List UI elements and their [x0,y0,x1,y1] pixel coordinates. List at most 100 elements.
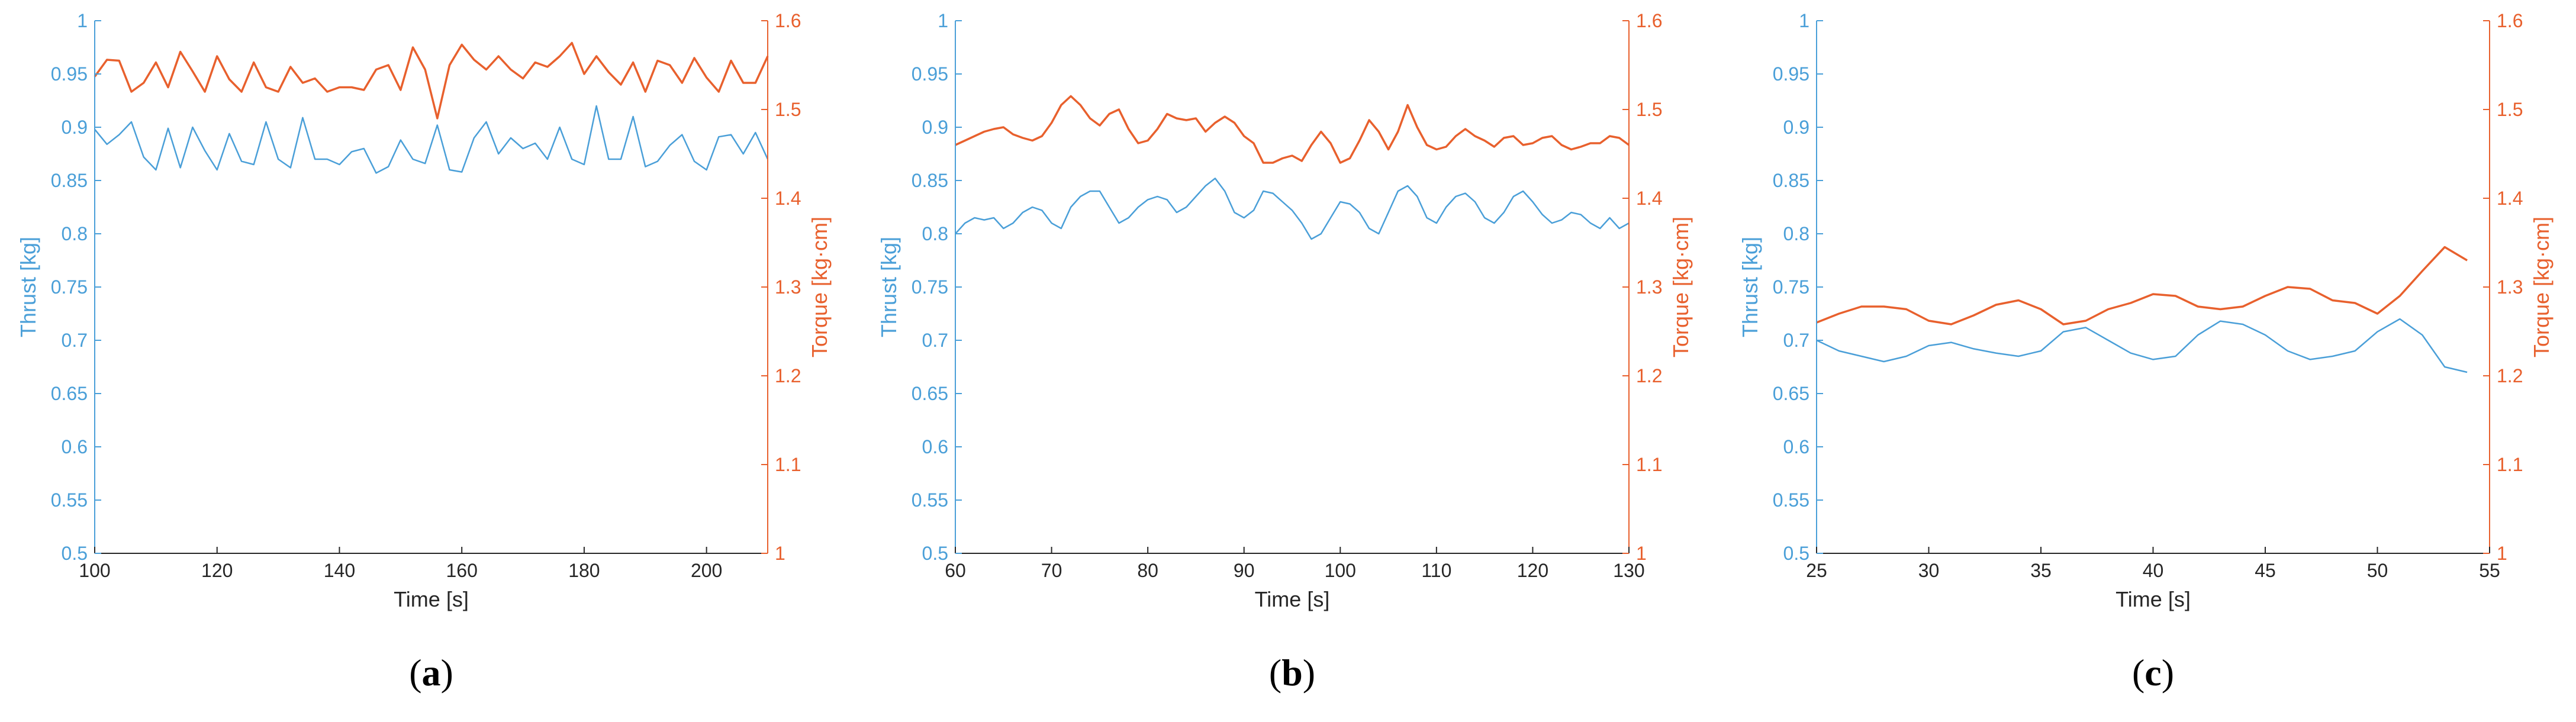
thrust-line [955,178,1630,240]
right-y-tick-label: 1.2 [1636,365,1662,386]
caption-part: a [422,652,441,694]
x-tick-label: 100 [79,560,110,581]
x-tick-label: 140 [324,560,355,581]
x-tick-label: 110 [1421,560,1451,581]
left-y-tick-label: 0.65 [51,383,88,404]
left-y-tick-label: 1 [77,10,88,31]
left-y-tick-label: 0.6 [1783,436,1809,457]
x-tick-label: 25 [1806,560,1827,581]
right-y-axis-label: Torque [kg·cm] [2529,217,2554,357]
caption-part: ( [409,652,421,694]
left-y-tick-label: 0.9 [1783,117,1809,138]
x-axis-label: Time [s] [1255,587,1330,611]
left-y-tick-label: 0.65 [912,383,948,404]
panel-caption: (b) [1269,652,1315,694]
right-y-tick-label: 1 [1636,543,1647,564]
left-y-tick-label: 0.85 [1773,170,1809,191]
right-y-tick-label: 1.3 [775,276,801,298]
right-y-tick-label: 1.3 [2497,276,2523,298]
left-y-tick-label: 0.85 [912,170,948,191]
panel-c: 25 30 35 40 45 50 55 0.5 0.55 0.6 0.65 0.7 0.75 0.8 0.… [1738,10,2554,694]
right-y-tick-label: 1.1 [1636,454,1662,475]
x-tick-label: 55 [2479,560,2500,581]
right-y-tick-label: 1 [775,543,785,564]
left-y-tick-label: 0.7 [922,330,948,351]
caption-part: ) [1303,652,1315,694]
right-y-tick-label: 1.2 [775,365,801,386]
left-y-tick-label: 0.55 [1773,489,1809,511]
panel-a: 100 120 140 160 180 200 0.5 0.55 0.6 0.65 0.7 0.75 0… [16,10,832,694]
caption-part: ( [2132,652,2144,694]
x-tick-label: 200 [691,560,722,581]
x-tick-label: 100 [1325,560,1356,581]
left-y-tick-label: 0.8 [62,223,88,244]
x-tick-label: 80 [1137,560,1158,581]
left-y-tick-label: 0.9 [922,117,948,138]
left-y-tick-label: 0.95 [51,63,88,85]
left-y-tick-label: 0.6 [62,436,88,457]
left-y-tick-label: 1 [938,10,948,31]
x-tick-label: 40 [2143,560,2164,581]
torque-line [955,95,1630,164]
x-tick-label: 120 [201,560,233,581]
left-y-axis-label: Thrust [kg] [1738,237,1762,337]
x-tick-label: 120 [1517,560,1548,581]
right-y-tick-label: 1.4 [2497,188,2523,209]
left-y-tick-label: 0.85 [51,170,88,191]
right-y-axis-label: Torque [kg·cm] [1669,217,1693,357]
left-y-tick-label: 0.6 [922,436,948,457]
caption-part: ) [2162,652,2174,694]
left-y-tick-label: 0.65 [1773,383,1809,404]
panel-b: 60 70 80 90 100 110 120 130 0.5 0.55 0.6 0.65 0.7 0.7… [877,10,1693,694]
thrust-line [94,105,769,174]
x-axis-label: Time [s] [2115,587,2191,611]
left-y-tick-label: 0.55 [912,489,948,511]
right-y-tick-label: 1.1 [775,454,801,475]
right-y-tick-label: 1 [2497,543,2507,564]
x-tick-label: 130 [1613,560,1644,581]
right-y-tick-label: 1.6 [1636,10,1662,31]
right-y-tick-label: 1.1 [2497,454,2523,475]
right-y-tick-label: 1.5 [2497,99,2523,120]
right-y-tick-label: 1.6 [2497,10,2523,31]
x-tick-label: 90 [1234,560,1255,581]
x-tick-label: 60 [945,560,966,581]
left-y-axis-label: Thrust [kg] [877,237,901,337]
left-y-tick-label: 0.7 [62,330,88,351]
x-tick-label: 160 [446,560,477,581]
left-y-tick-label: 0.75 [912,276,948,298]
left-y-axis-label: Thrust [kg] [16,237,40,337]
right-y-tick-label: 1.5 [1636,99,1662,120]
left-y-tick-label: 0.9 [62,117,88,138]
right-y-tick-label: 1.4 [775,188,801,209]
left-y-tick-label: 0.5 [1783,543,1809,564]
right-y-tick-label: 1.3 [1636,276,1662,298]
caption-part: ( [1269,652,1281,694]
left-y-tick-label: 0.7 [1783,330,1809,351]
left-y-tick-label: 0.8 [922,223,948,244]
panel-caption: (a) [409,652,453,694]
left-y-tick-label: 0.75 [51,276,88,298]
right-y-tick-label: 1.4 [1636,188,1662,209]
x-tick-label: 45 [2255,560,2276,581]
torque-line [94,41,769,120]
x-tick-label: 180 [568,560,600,581]
caption-part: ) [441,652,453,694]
left-y-tick-label: 0.5 [922,543,948,564]
left-y-tick-label: 0.75 [1773,276,1809,298]
x-tick-label: 50 [2367,560,2388,581]
right-y-axis-label: Torque [kg·cm] [807,217,832,357]
right-y-tick-label: 1.6 [775,10,801,31]
x-tick-label: 70 [1041,560,1062,581]
left-y-tick-label: 0.55 [51,489,88,511]
left-y-tick-label: 0.95 [912,63,948,85]
panel-caption: (c) [2132,652,2174,694]
caption-part: b [1281,652,1303,694]
x-tick-label: 30 [1918,560,1940,581]
caption-part: c [2144,652,2161,694]
torque-line [1816,246,2468,325]
thrust-line [1816,318,2468,373]
left-y-tick-label: 0.8 [1783,223,1809,244]
x-tick-label: 35 [2030,560,2052,581]
